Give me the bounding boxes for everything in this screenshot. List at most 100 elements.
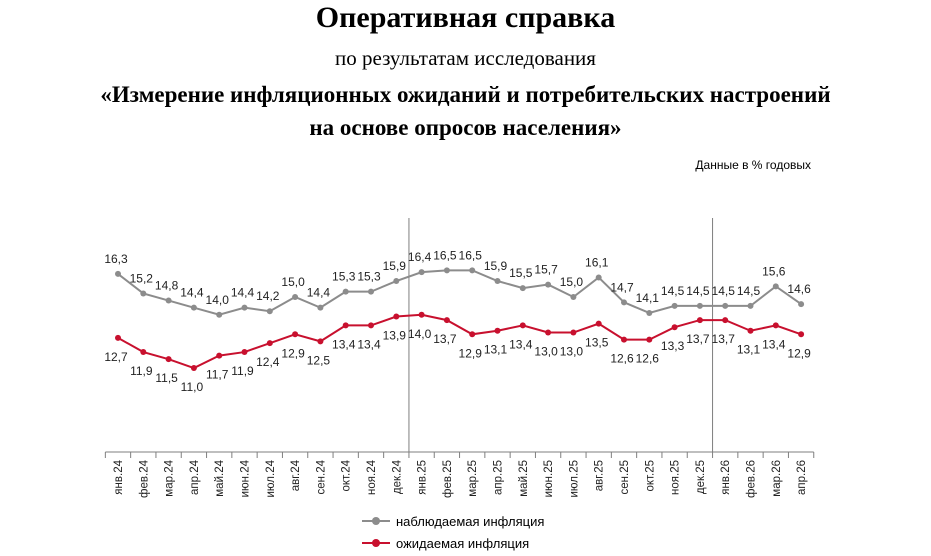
data-point bbox=[772, 322, 779, 329]
data-label: 16,5 bbox=[433, 248, 457, 262]
data-label: 16,3 bbox=[104, 252, 128, 266]
legend-label-observed: наблюдаемая инфляция bbox=[396, 513, 545, 529]
data-point bbox=[595, 320, 602, 327]
report-title: Оперативная справка bbox=[315, 1, 616, 34]
data-point bbox=[216, 311, 223, 318]
data-label: 12,4 bbox=[256, 355, 280, 369]
data-label: 11,0 bbox=[181, 380, 204, 394]
data-point bbox=[165, 356, 172, 363]
x-tick-label: май.24 bbox=[214, 459, 226, 496]
legend-item-expected: ожидаемая инфляция bbox=[362, 532, 544, 554]
x-tick-label: мар.26 bbox=[771, 460, 783, 497]
data-point bbox=[469, 331, 476, 338]
x-tick-label: июн.25 bbox=[543, 460, 555, 497]
data-point bbox=[443, 317, 450, 324]
report-subtitle: по результатам исследования bbox=[335, 46, 596, 70]
data-label: 13,0 bbox=[560, 345, 584, 359]
data-label: 14,6 bbox=[787, 282, 811, 296]
data-label: 15,9 bbox=[484, 259, 508, 273]
data-point bbox=[621, 336, 627, 343]
x-tick-label: авг.25 bbox=[594, 460, 606, 491]
data-point bbox=[418, 269, 425, 276]
data-point bbox=[494, 327, 501, 334]
data-label: 12,7 bbox=[104, 350, 128, 364]
data-label: 13,7 bbox=[433, 332, 457, 346]
data-point bbox=[317, 304, 324, 311]
data-label: 11,7 bbox=[206, 368, 229, 382]
data-point bbox=[671, 302, 678, 309]
data-point bbox=[241, 304, 248, 311]
data-point bbox=[595, 274, 602, 281]
x-tick-label: янв.26 bbox=[720, 460, 732, 495]
data-point bbox=[190, 365, 197, 372]
legend-swatch-expected bbox=[362, 538, 390, 548]
data-label: 12,9 bbox=[281, 346, 305, 360]
x-tick-label: июл.25 bbox=[568, 460, 580, 498]
data-label: 12,6 bbox=[636, 352, 660, 366]
data-label: 13,4 bbox=[509, 337, 533, 351]
data-label: 12,5 bbox=[307, 353, 331, 367]
data-label: 14,0 bbox=[206, 293, 230, 307]
study-title-line1: «Измерение инфляционных ожиданий и потре… bbox=[100, 82, 831, 107]
legend-label-expected: ожидаемая инфляция bbox=[396, 535, 530, 551]
data-point bbox=[443, 267, 450, 274]
data-label: 16,1 bbox=[585, 255, 609, 269]
units-note: Данные в % годовых bbox=[695, 158, 811, 172]
data-point bbox=[368, 322, 374, 329]
data-label: 11,5 bbox=[155, 371, 178, 385]
data-point bbox=[570, 329, 577, 336]
data-point bbox=[292, 331, 299, 338]
x-tick-label: окт.25 bbox=[644, 460, 656, 492]
data-label: 13,7 bbox=[712, 332, 736, 346]
data-point bbox=[621, 299, 627, 306]
data-point bbox=[646, 309, 653, 316]
data-label: 15,3 bbox=[332, 270, 356, 284]
data-point bbox=[747, 302, 754, 309]
x-tick-label: май.25 bbox=[518, 460, 530, 497]
data-label: 15,6 bbox=[762, 264, 786, 278]
data-label: 13,4 bbox=[332, 337, 356, 351]
x-tick-label: апр.25 bbox=[493, 460, 505, 495]
data-point bbox=[671, 324, 678, 331]
data-point bbox=[241, 349, 248, 356]
x-tick-label: авг.24 bbox=[290, 459, 302, 491]
legend-swatch-observed bbox=[362, 516, 390, 526]
x-tick-label: фев.26 bbox=[746, 460, 758, 498]
x-tick-label: июн.24 bbox=[240, 459, 252, 497]
data-point bbox=[798, 331, 805, 338]
data-label: 14,0 bbox=[408, 327, 432, 341]
data-label: 12,9 bbox=[459, 346, 483, 360]
data-label: 13,1 bbox=[484, 343, 508, 357]
data-label: 14,4 bbox=[307, 286, 331, 300]
data-label: 15,0 bbox=[281, 275, 305, 289]
legend-item-observed: наблюдаемая инфляция bbox=[362, 510, 544, 532]
x-tick-label: янв.24 bbox=[113, 459, 125, 494]
x-tick-label: дек.24 bbox=[391, 459, 403, 494]
data-label: 13,3 bbox=[661, 339, 685, 353]
data-point bbox=[266, 340, 273, 347]
data-point bbox=[140, 290, 147, 297]
x-tick-label: окт.24 bbox=[341, 459, 353, 491]
data-label: 14,7 bbox=[610, 280, 634, 294]
x-tick-label: ноя.25 bbox=[670, 460, 682, 495]
data-point bbox=[519, 285, 526, 292]
x-tick-label: фев.24 bbox=[138, 459, 150, 498]
data-point bbox=[696, 302, 703, 309]
study-title-line2: на основе опросов населения» bbox=[309, 115, 622, 140]
data-label: 13,5 bbox=[585, 336, 609, 350]
data-point bbox=[393, 313, 400, 320]
x-tick-label: сен.24 bbox=[315, 459, 327, 494]
data-point bbox=[570, 294, 577, 300]
data-point bbox=[342, 322, 349, 329]
data-point bbox=[216, 352, 223, 359]
data-point bbox=[393, 278, 400, 285]
data-label: 14,4 bbox=[231, 286, 255, 300]
data-label: 15,3 bbox=[357, 270, 381, 284]
data-label: 13,4 bbox=[357, 337, 381, 351]
data-point bbox=[469, 267, 476, 274]
data-label: 14,4 bbox=[180, 286, 204, 300]
data-point bbox=[545, 281, 552, 288]
data-label: 13,1 bbox=[737, 343, 761, 357]
data-label: 14,8 bbox=[155, 279, 179, 293]
data-label: 12,6 bbox=[610, 352, 634, 366]
